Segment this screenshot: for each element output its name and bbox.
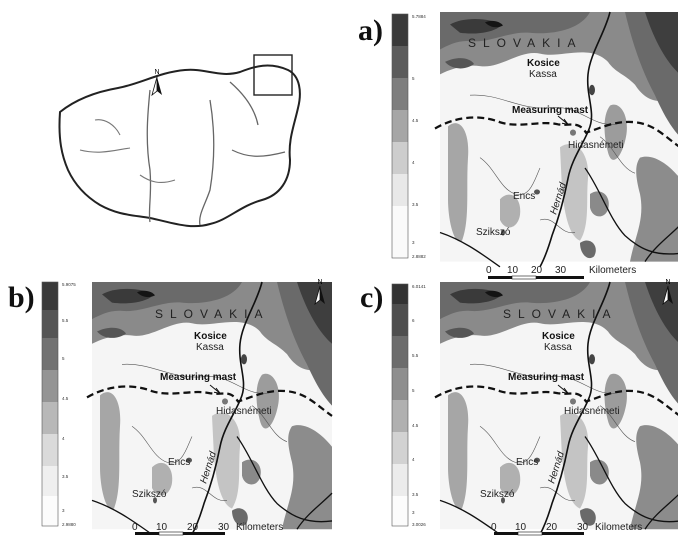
north-label: N — [317, 279, 322, 286]
town-szikszo: Szikszó — [480, 489, 515, 500]
overview-north-arrow: N — [151, 69, 163, 96]
panel-c-legend: 6.0141 6 5.5 5 4.5 4 3.5 3 3.0026 — [391, 283, 426, 527]
legend-tick: 5 — [412, 76, 415, 81]
city-kassa: Kassa — [544, 342, 572, 353]
panel-a-legend: 5.7884 5 4.5 4 3.5 3 2.8882 — [391, 13, 426, 259]
legend-tick: 5 — [412, 388, 415, 393]
scale-unit: Kilometers — [589, 265, 636, 276]
panel-b-north-arrow: N — [314, 279, 326, 305]
scale-tick: 30 — [218, 522, 230, 533]
legend-tick: 3 — [412, 510, 415, 515]
town-encs: Encs — [168, 457, 190, 468]
panel-b-legend: 5.9075 5.5 5 4.5 4 3.5 3 2.9880 — [41, 281, 76, 527]
panel-a: a) 5.7884 5 4.5 4 3.5 3 2.8882 SLOVAKIA … — [358, 10, 678, 280]
scale-tick: 20 — [187, 522, 199, 533]
country-label: SLOVAKIA — [468, 36, 582, 50]
scale-tick: 20 — [531, 265, 543, 276]
country-label: SLOVAKIA — [503, 307, 617, 321]
legend-max: 6.0141 — [412, 284, 426, 289]
legend-min: 2.9880 — [62, 522, 76, 527]
panel-b-scale: 0 10 20 30 Kilometers — [132, 522, 283, 536]
scale-tick: 30 — [555, 265, 567, 276]
panel-c: c) 6.0141 6 5.5 5 4.5 4 3.5 3 3.0026 SLO… — [360, 279, 678, 536]
panel-b: b) 5.9075 5.5 5 4.5 4 3.5 3 2.9880 SLOVA… — [8, 279, 334, 536]
town-hidasnemeti: Hidasnémeti — [568, 140, 624, 151]
panel-a-scale: 0 10 20 30 Kilometers — [486, 265, 636, 280]
legend-tick: 3 — [62, 508, 65, 513]
study-area-box — [253, 54, 293, 96]
panel-b-label: b) — [8, 281, 35, 314]
scale-tick: 0 — [486, 265, 492, 276]
city-kosice: Kosice — [194, 331, 227, 342]
legend-tick: 4.5 — [412, 118, 419, 123]
legend-tick: 5 — [62, 356, 65, 361]
legend-tick: 3.5 — [412, 492, 419, 497]
legend-max: 5.7884 — [412, 14, 426, 19]
scale-tick: 10 — [156, 522, 168, 533]
legend-tick: 4.5 — [62, 396, 69, 401]
scale-unit: Kilometers — [236, 522, 283, 533]
city-kosice: Kosice — [527, 58, 560, 69]
legend-min: 3.0026 — [412, 522, 426, 527]
scale-tick: 10 — [515, 522, 527, 533]
overview-map: N — [58, 54, 301, 228]
city-kosice: Kosice — [542, 331, 575, 342]
city-kassa: Kassa — [196, 342, 224, 353]
legend-tick: 4 — [412, 160, 415, 165]
legend-tick: 5.5 — [62, 318, 69, 323]
mast-label: Measuring mast — [512, 105, 589, 116]
town-szikszo: Szikszó — [476, 227, 511, 238]
town-hidasnemeti: Hidasnémeti — [216, 406, 272, 417]
city-kassa: Kassa — [529, 69, 557, 80]
panel-c-north-arrow: N — [662, 279, 674, 305]
mast-label: Measuring mast — [508, 372, 585, 383]
north-label: N — [665, 279, 670, 286]
panel-c-label: c) — [360, 281, 383, 314]
legend-tick: 4 — [62, 436, 65, 441]
legend-tick: 5.5 — [412, 353, 419, 358]
legend-tick: 3 — [412, 240, 415, 245]
scale-tick: 0 — [491, 522, 497, 533]
town-encs: Encs — [516, 457, 538, 468]
panel-a-map — [433, 10, 678, 268]
mast-label: Measuring mast — [160, 372, 237, 383]
scale-tick: 10 — [507, 265, 519, 276]
legend-max: 5.9075 — [62, 282, 76, 287]
legend-tick: 4.5 — [412, 423, 419, 428]
town-szikszo: Szikszó — [132, 489, 167, 500]
scale-unit: Kilometers — [595, 522, 642, 533]
scale-tick: 20 — [546, 522, 558, 533]
town-hidasnemeti: Hidasnémeti — [564, 406, 620, 417]
legend-tick: 3.5 — [412, 202, 419, 207]
panel-a-annotations: SLOVAKIA Kosice Kassa Measuring mast Hid… — [468, 36, 624, 238]
legend-tick: 4 — [412, 457, 415, 462]
overview-north-label: N — [154, 69, 159, 76]
scale-tick: 0 — [132, 522, 138, 533]
legend-tick: 6 — [412, 318, 415, 323]
panel-a-label: a) — [358, 14, 383, 47]
scale-tick: 30 — [577, 522, 589, 533]
legend-min: 2.8882 — [412, 254, 426, 259]
country-label: SLOVAKIA — [155, 307, 269, 321]
legend-tick: 3.5 — [62, 474, 69, 479]
panel-c-scale: 0 10 20 30 Kilometers — [491, 522, 642, 536]
town-encs: Encs — [513, 191, 535, 202]
